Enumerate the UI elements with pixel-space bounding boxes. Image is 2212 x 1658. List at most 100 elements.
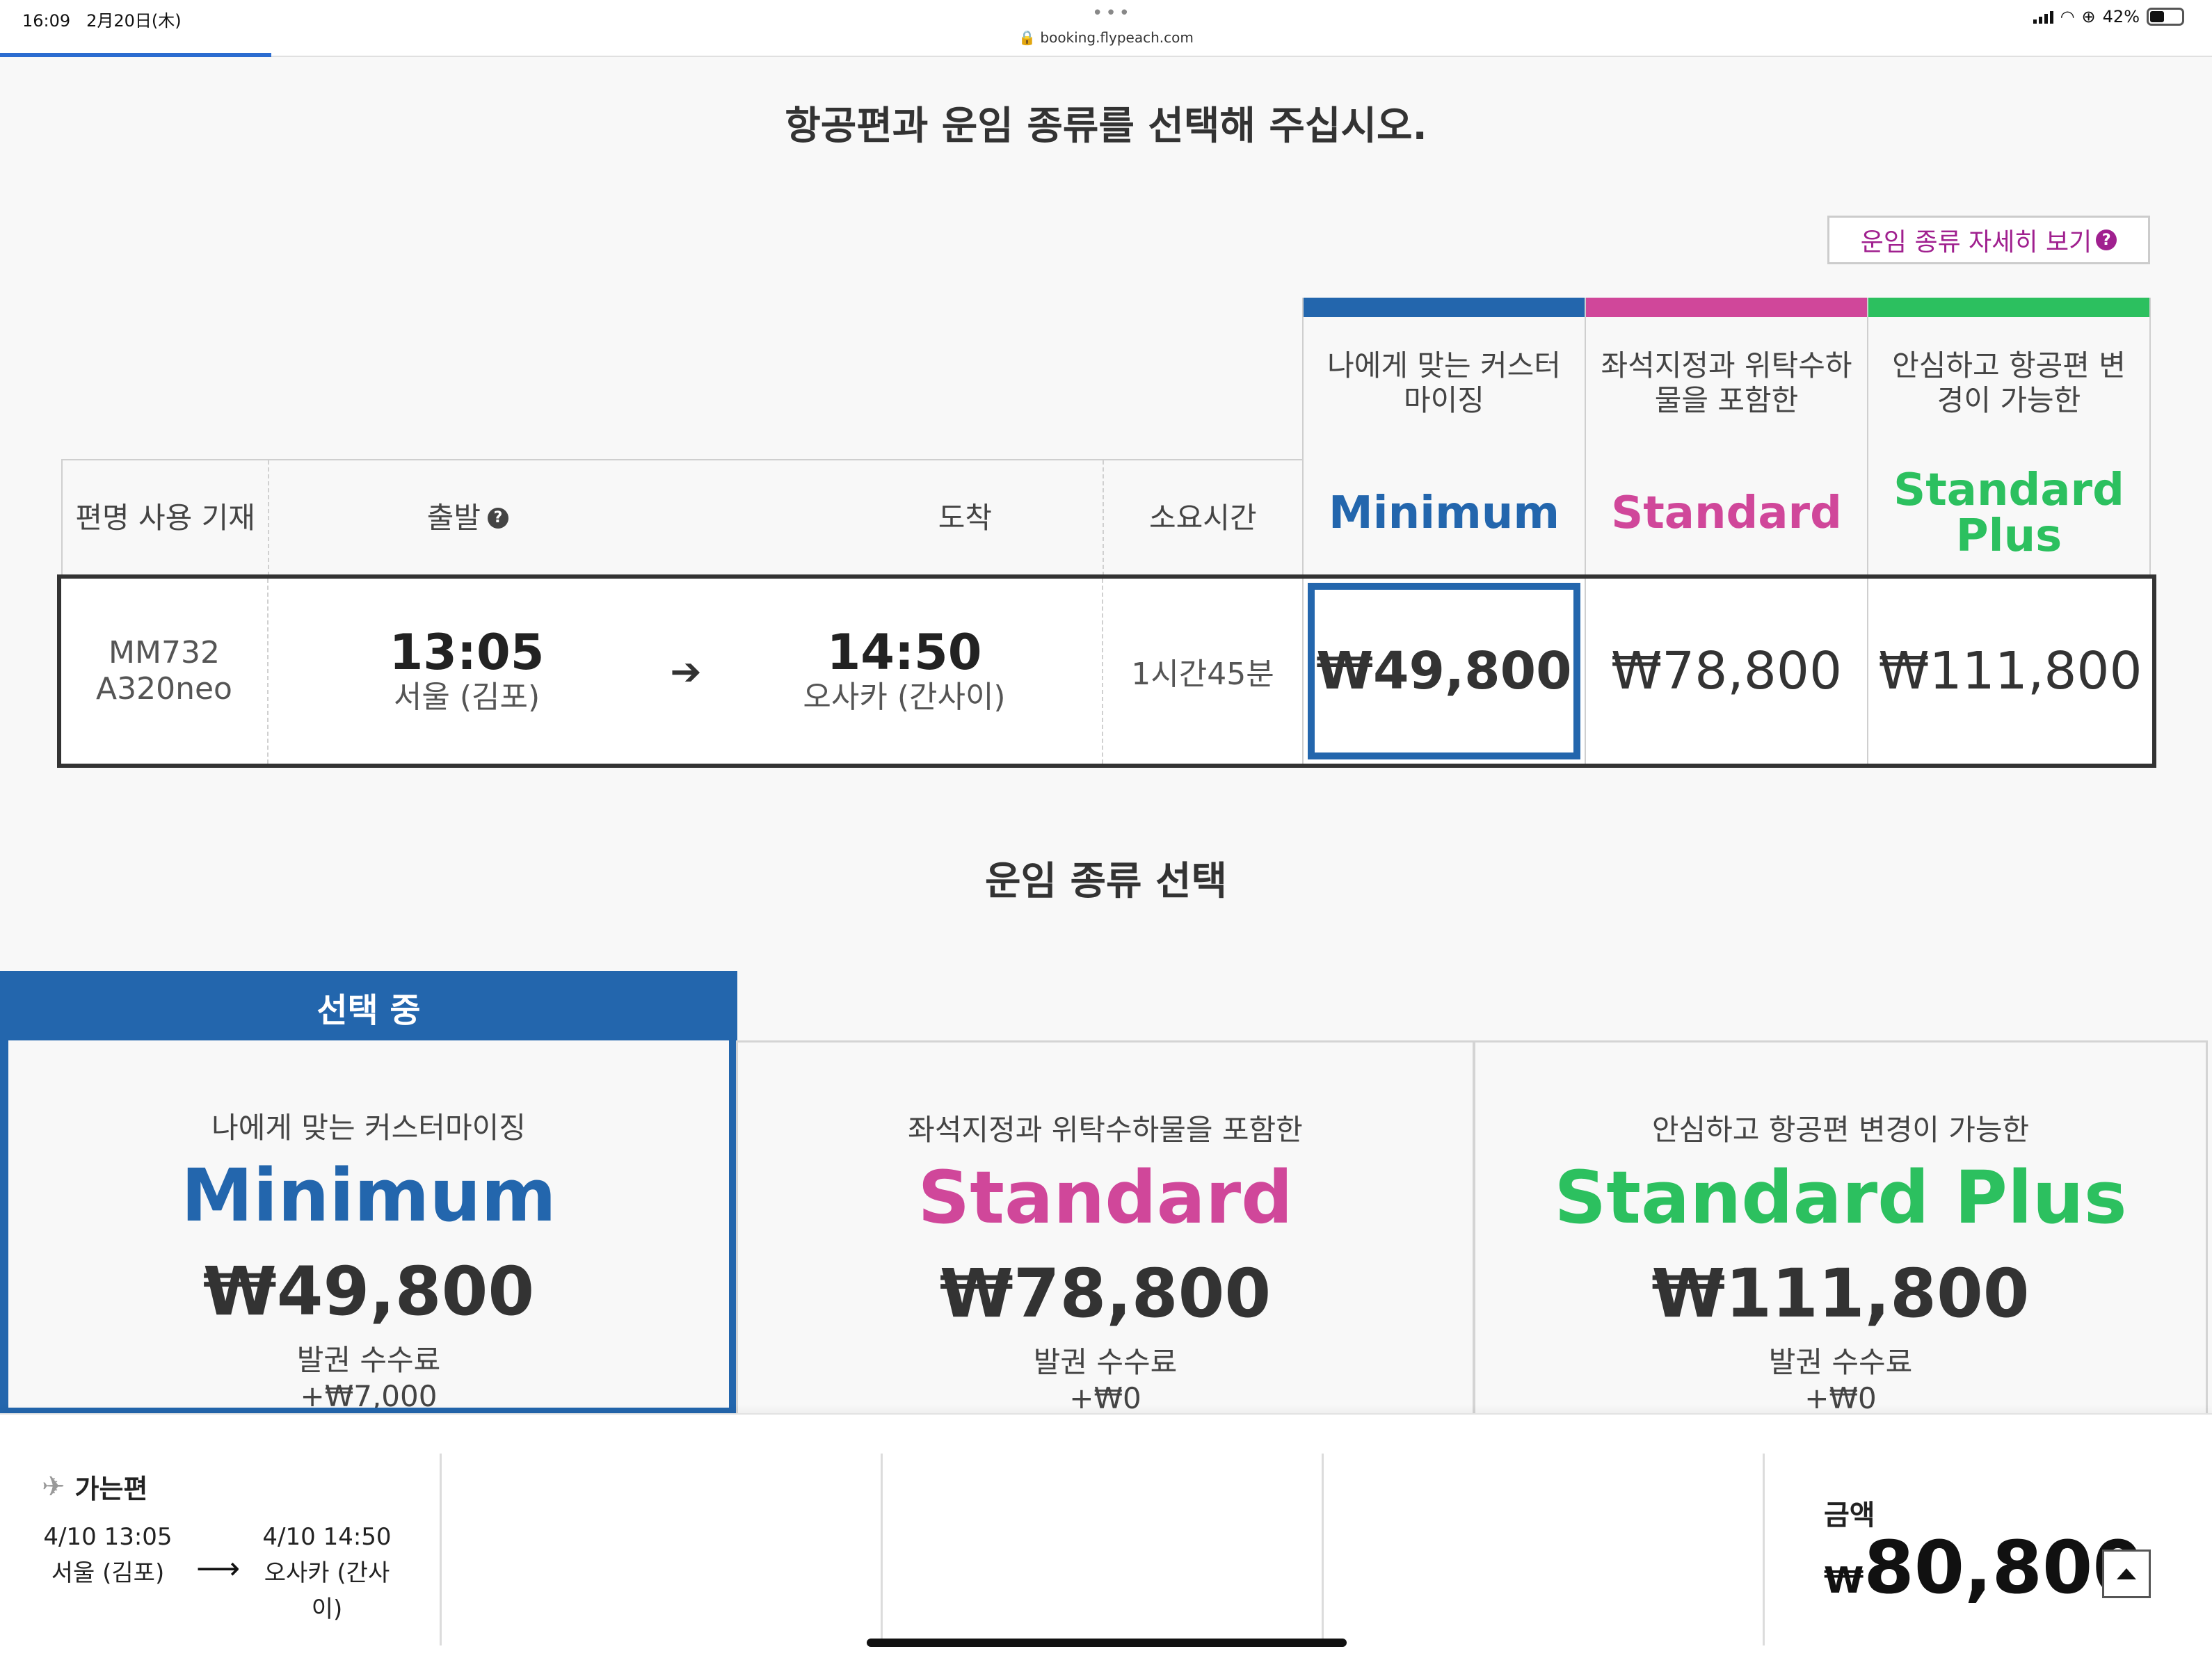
flight-number: MM732: [109, 635, 220, 670]
card-desc: 나에게 맞는 커스터마이징: [211, 1111, 526, 1145]
card-fee-label: 발권 수수료: [296, 1343, 441, 1377]
fare-card-standard-plus[interactable]: 안심하고 항공편 변경이 가능한 Standard Plus ₩111,800 …: [1473, 1040, 2208, 1416]
price-cell-standard-plus[interactable]: ₩111,800: [1868, 579, 2152, 764]
price-standard: ₩78,800: [1610, 641, 1843, 701]
expand-summary-button[interactable]: [2102, 1550, 2151, 1598]
summary-dep-datetime: 4/10 13:05: [43, 1523, 173, 1551]
departure-place: 서울 (김포): [393, 679, 540, 715]
route-arrow-icon: ➔: [670, 649, 702, 693]
help-icon[interactable]: ?: [487, 508, 508, 529]
fare-details-label: 운임 종류 자세히 보기: [1860, 228, 2092, 257]
summary-arr-datetime: 4/10 14:50: [262, 1523, 392, 1551]
page-load-progress: [0, 53, 271, 57]
orientation-lock-icon: ⊕: [2081, 7, 2096, 26]
summary-arr-place: 오사카 (간사이): [264, 1559, 390, 1623]
card-price: ₩111,800: [1651, 1255, 2030, 1333]
aircraft-type: A320neo: [96, 671, 232, 707]
summary-dep-place: 서울 (김포): [51, 1559, 165, 1587]
fare-type-section-title: 운임 종류 선택: [984, 859, 1228, 904]
selected-tab: 선택 중: [0, 971, 737, 1043]
card-price: ₩78,800: [939, 1255, 1272, 1333]
summary-divider: [1322, 1454, 1324, 1645]
wifi-icon: ◠: [2060, 7, 2075, 26]
summary-divider: [1763, 1454, 1765, 1645]
col-header-departure: 출발 ?: [269, 501, 666, 536]
fare-header-minimum: 나에게 맞는 커스터마이징 Minimum: [1302, 298, 1586, 577]
flight-table-header: 편명 사용 기재 출발 ? 도착 소요시간: [61, 459, 1304, 577]
help-icon: ?: [2096, 230, 2117, 250]
card-name: Standard Plus: [1554, 1155, 2127, 1240]
card-fee-label: 발권 수수료: [1033, 1345, 1178, 1379]
summary-departure: 4/10 13:05 서울 (김포): [42, 1519, 174, 1591]
fare-header-name: Standard: [1611, 488, 1842, 539]
arrival-time: 14:50: [826, 624, 982, 681]
fare-header-name: Minimum: [1328, 488, 1560, 539]
status-indicators: ◠ ⊕ 42%: [2033, 7, 2184, 26]
arrival-cell: 14:50 오사카 (간사이): [707, 579, 1103, 764]
card-name: Minimum: [181, 1153, 556, 1238]
card-name: Standard: [917, 1155, 1293, 1240]
fare-header-standard: 좌석지정과 위탁수하물을 포함한 Standard: [1585, 298, 1868, 577]
summary-arrow-icon: ⟶: [196, 1551, 241, 1586]
home-indicator[interactable]: [867, 1639, 1347, 1647]
col-header-duration: 소요시간: [1102, 460, 1302, 576]
fare-header-desc: 나에게 맞는 커스터마이징: [1327, 348, 1561, 417]
price-cell-standard[interactable]: ₩78,800: [1586, 579, 1868, 764]
duration-cell: 1시간45분: [1103, 579, 1304, 764]
selected-price-highlight: [1308, 583, 1580, 759]
card-fee-label: 발권 수수료: [1768, 1345, 1913, 1379]
departure-cell: 13:05 서울 (김포): [269, 579, 665, 764]
price-minimum: ₩49,800: [1316, 641, 1572, 701]
flight-row: MM732 A320neo 13:05 서울 (김포) ➔ 14:50 오사카 …: [57, 574, 2156, 768]
summary-arrival: 4/10 14:50 오사카 (간사이): [257, 1519, 396, 1627]
departure-time: 13:05: [389, 624, 545, 681]
fare-card-standard[interactable]: 좌석지정과 위탁수하물을 포함한 Standard ₩78,800 발권 수수료…: [736, 1040, 1475, 1416]
clock-date: 2月20日(木): [86, 11, 182, 31]
fare-header-standard-plus: 안심하고 항공편 변경이 가능한 Standard Plus: [1867, 298, 2151, 577]
fare-color-bar: [1304, 298, 1585, 317]
total-currency: ₩: [1824, 1560, 1864, 1602]
card-fee-value: +₩0: [1069, 1381, 1141, 1415]
price-standard-plus: ₩111,800: [1878, 641, 2142, 701]
total-amount-value: 80,800: [1864, 1525, 2143, 1610]
price-cell-minimum[interactable]: ₩49,800: [1304, 579, 1586, 764]
card-desc: 안심하고 항공편 변경이 가능한: [1651, 1113, 2030, 1147]
booking-summary-bar: ✈ 가는편 4/10 13:05 서울 (김포) ⟶ 4/10 14:50 오사…: [0, 1413, 2212, 1658]
flight-info-cell: MM732 A320neo: [61, 579, 269, 764]
battery-icon: [2147, 8, 2184, 26]
col-header-flight: 편명 사용 기재: [63, 460, 270, 576]
card-fee-value: +₩7,000: [300, 1379, 438, 1413]
fare-details-button[interactable]: 운임 종류 자세히 보기 ?: [1827, 216, 2150, 264]
col-header-dep-arr: 출발 ? 도착: [269, 460, 1102, 576]
fare-header-name: Standard Plus: [1893, 465, 2124, 562]
total-label: 금액: [1824, 1499, 1875, 1531]
status-time: 16:09 2月20日(木): [22, 7, 182, 31]
airplane-icon: ✈: [42, 1470, 65, 1503]
fare-header-desc: 좌석지정과 위탁수하물을 포함한: [1601, 348, 1852, 417]
summary-divider: [881, 1454, 883, 1645]
outbound-leg-title: ✈ 가는편: [42, 1467, 147, 1506]
battery-percent: 42%: [2102, 7, 2140, 26]
fare-color-bar: [1586, 298, 1867, 317]
leg-title-text: 가는편: [74, 1474, 148, 1504]
total-amount: ₩80,800: [1824, 1526, 2143, 1623]
more-dots-icon[interactable]: •••: [1092, 3, 1133, 24]
chevron-up-icon: [2117, 1568, 2136, 1579]
address-bar[interactable]: 🔒 booking.flypeach.com: [1018, 29, 1194, 46]
cellular-signal-icon: [2033, 10, 2053, 24]
fare-header-desc: 안심하고 항공편 변경이 가능한: [1892, 348, 2126, 417]
flight-duration: 1시간45분: [1131, 657, 1274, 692]
card-fee-value: +₩0: [1804, 1381, 1877, 1415]
page-title: 항공편과 운임 종류를 선택해 주십시오.: [785, 104, 1427, 149]
url-text: booking.flypeach.com: [1040, 29, 1194, 46]
clock-time: 16:09: [22, 11, 71, 31]
fare-card-minimum[interactable]: 나에게 맞는 커스터마이징 Minimum ₩49,800 발권 수수료 +₩7…: [0, 1040, 737, 1416]
card-price: ₩49,800: [202, 1253, 535, 1330]
status-bar: 16:09 2月20日(木) ••• 🔒 booking.flypeach.co…: [0, 0, 2212, 57]
departure-label: 출발: [426, 501, 481, 535]
arrival-place: 오사카 (간사이): [803, 679, 1006, 715]
col-header-arrival: 도착: [938, 501, 992, 535]
card-desc: 좌석지정과 위탁수하물을 포함한: [908, 1113, 1303, 1147]
fare-color-bar: [1868, 298, 2149, 317]
summary-divider: [440, 1454, 442, 1645]
